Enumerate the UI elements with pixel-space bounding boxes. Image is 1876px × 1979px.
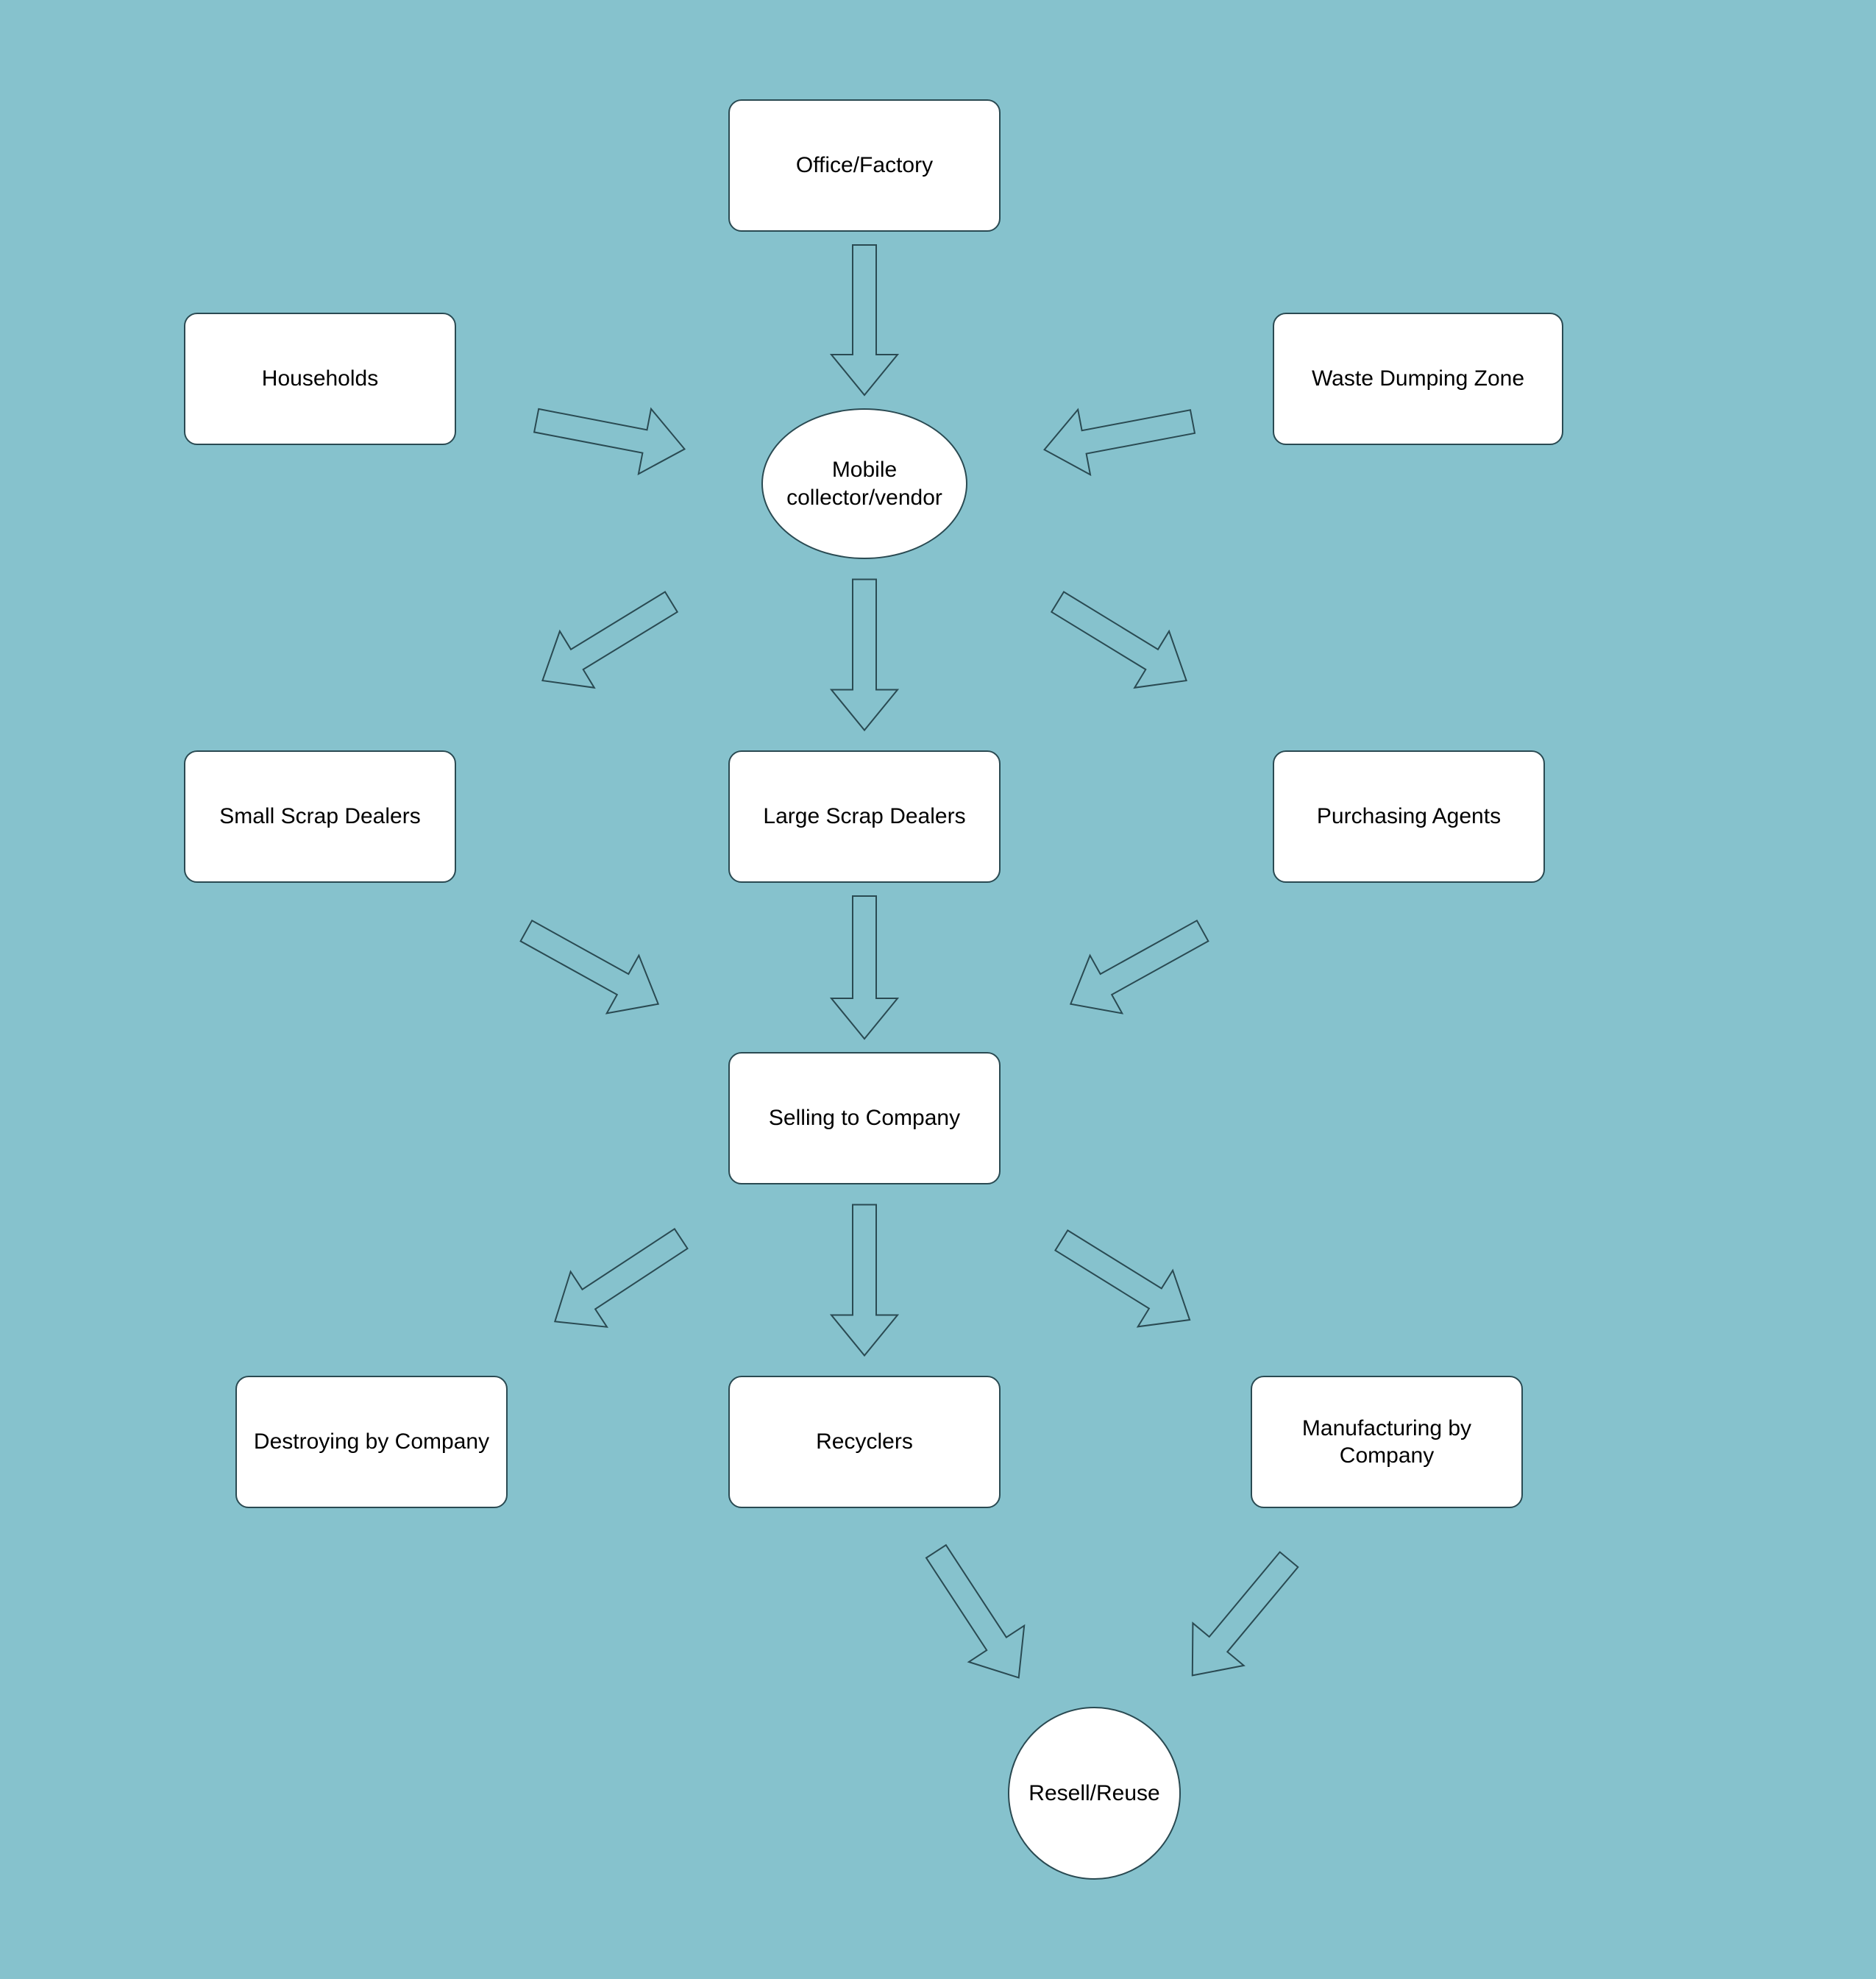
node-resell: Resell/Reuse [1008,1707,1181,1880]
arrow-households-to-collector [534,409,684,474]
node-office: Office/Factory [728,99,1001,232]
node-large: Large Scrap Dealers [728,750,1001,883]
node-waste: Waste Dumping Zone [1273,313,1563,445]
node-label: Households [262,365,378,393]
arrow-recyclers-to-resell [926,1545,1024,1677]
arrow-layer [0,0,1876,1979]
arrow-large-to-selling [831,896,898,1039]
node-destroy: Destroying by Company [235,1376,508,1508]
node-label: Selling to Company [769,1104,960,1132]
arrow-waste-to-collector [1045,410,1195,475]
arrow-purchasing-to-selling [1070,920,1208,1013]
node-label: Large Scrap Dealers [763,803,965,831]
node-recyclers: Recyclers [728,1376,1001,1508]
node-label: Small Scrap Dealers [219,803,420,831]
node-label: Office/Factory [796,152,933,180]
arrow-selling-to-recyclers [831,1205,898,1356]
arrow-selling-to-manufact [1055,1230,1190,1326]
node-selling: Selling to Company [728,1052,1001,1184]
arrow-small-to-selling [521,920,658,1013]
node-small: Small Scrap Dealers [184,750,456,883]
arrow-collector-to-small [542,592,677,688]
arrow-collector-to-large [831,580,898,731]
node-collector: Mobile collector/vendor [761,408,967,559]
node-households: Households [184,313,456,445]
arrow-office-to-collector [831,245,898,395]
node-label: Mobile collector/vendor [772,456,957,511]
node-manufact: Manufacturing by Company [1251,1376,1523,1508]
arrow-manufact-to-resell [1193,1552,1298,1676]
arrow-selling-to-destroy [555,1229,687,1326]
arrow-collector-to-purchasing [1051,592,1186,688]
flowchart-canvas: Office/Factory Households Waste Dumping Zo… [0,0,1876,1979]
node-label: Destroying by Company [254,1428,489,1456]
node-label: Recyclers [816,1428,913,1456]
node-label: Manufacturing by Company [1261,1415,1513,1470]
node-label: Purchasing Agents [1317,803,1501,831]
node-label: Waste Dumping Zone [1312,365,1524,393]
node-label: Resell/Reuse [1028,1780,1159,1808]
node-purchasing: Purchasing Agents [1273,750,1545,883]
